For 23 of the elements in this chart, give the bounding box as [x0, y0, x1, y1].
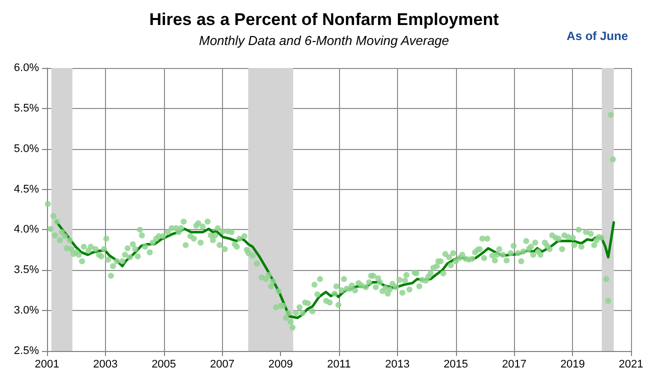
y-tick-label: 2.5%	[14, 345, 40, 357]
chart-title: Hires as a Percent of Nonfarm Employment	[149, 10, 500, 29]
chart-subtitle: Monthly Data and 6-Month Moving Average	[198, 33, 450, 48]
y-tick-label: 3.5%	[14, 264, 40, 276]
x-tick-label: 2017	[502, 358, 526, 370]
x-tick-label: 2007	[210, 358, 234, 370]
x-tick-label: 2019	[560, 358, 585, 370]
y-tick-label: 3.0%	[14, 304, 40, 317]
y-tick-label: 6.0%	[14, 62, 40, 74]
x-tick-label: 2021	[618, 358, 644, 370]
x-tick-label: 2015	[444, 358, 468, 370]
line-series	[55, 220, 616, 320]
x-tick-label: 2003	[93, 358, 118, 370]
x-tick-label: 2013	[385, 358, 410, 370]
x-tick-label: 2009	[268, 358, 293, 370]
x-tick-label: 2001	[34, 358, 60, 370]
text: As of June	[566, 29, 628, 43]
y-tick-label: 5.5%	[14, 102, 40, 114]
y-tick-label: 4.0%	[14, 224, 40, 236]
x-tick-label: 2005	[152, 358, 176, 370]
y-tick-label: 4.5%	[14, 183, 40, 196]
x-tick-label: 2011	[327, 358, 351, 370]
y-tick-label: 5.0%	[14, 142, 40, 155]
